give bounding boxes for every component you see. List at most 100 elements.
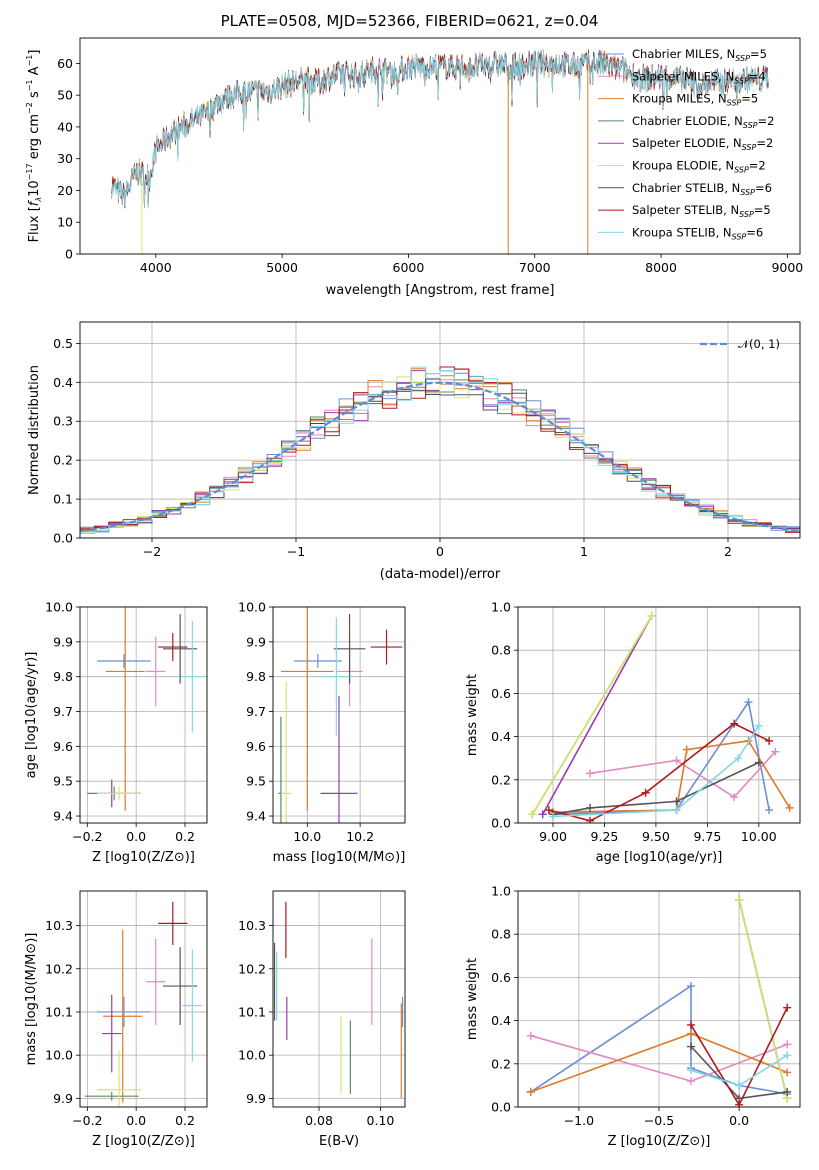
tick-label-y: 9.6 xyxy=(53,739,73,754)
tick-label-y: 30 xyxy=(57,151,73,166)
weight-marker-kroupa_miles xyxy=(526,1087,535,1096)
weight-marker-salpeter_stelib xyxy=(641,788,650,797)
tick-label-y: 0.2 xyxy=(53,453,73,468)
y-axis-label: Normed distribution xyxy=(27,365,42,495)
plot-area-mass-vs-Z xyxy=(84,901,203,1107)
tick-label-y: 1.0 xyxy=(491,884,511,899)
x-axis-label: wavelength [Angstrom, rest frame] xyxy=(326,283,555,298)
tick-label-x: 0.08 xyxy=(305,1113,333,1128)
tick-label-y: 10.1 xyxy=(45,1004,73,1019)
spectrum-line-kroupa_stelib xyxy=(111,48,769,207)
y-axis-label: mass weight xyxy=(465,958,480,1040)
panel-residuals: −2 −1 0 1 2 0.0 0.1 0.2 0.3 0.4 0.5 𝒩(0, 1) (data-mo… xyxy=(27,321,801,582)
weight-marker-kroupa_stelib xyxy=(672,806,681,815)
weight-marker-salpeter_stelib xyxy=(783,1003,792,1012)
plot-area-massweight-vs-Z xyxy=(526,895,792,1107)
weight-marker-kroupa_stelib xyxy=(754,721,763,730)
y-axis-label: age [log10(age/yr)] xyxy=(24,652,39,779)
tick-label-x: 7000 xyxy=(519,260,551,275)
x-axis-label: age [log10(age/yr)] xyxy=(596,850,723,865)
weight-marker-salpeter_miles xyxy=(771,747,780,756)
plot-area-age-vs-mass xyxy=(278,607,403,823)
weight-line-kroupa_stelib xyxy=(552,725,760,818)
tick-label-x: 9.00 xyxy=(539,829,567,844)
weight-marker-kroupa_stelib xyxy=(548,812,557,821)
x-axis-label: Z [log10(Z/Z⊙)] xyxy=(608,1134,711,1149)
axes-frame xyxy=(272,606,406,824)
weight-marker-kroupa_elodie xyxy=(647,611,656,620)
weight-marker-salpeter_stelib xyxy=(730,719,739,728)
legend-label-chabrier_stelib: Chabrier STELIB, NSSP=6 xyxy=(632,181,772,197)
panel-massweight-vs-age: 9.00 9.25 9.50 9.75 10.00 0.0 0.2 0.4 0.6 0.8 1.0 a… xyxy=(465,600,801,865)
x-axis-label: (data-model)/error xyxy=(380,567,501,582)
axes-frame xyxy=(517,606,801,824)
plot-area-massweight-vs-age xyxy=(528,611,794,823)
panel-mass-vs-ebv: 0.08 0.10 9.9 10.0 10.1 10.2 10.3 E(B-V) xyxy=(238,890,406,1149)
tick-label-y: 10.1 xyxy=(238,1004,266,1019)
tick-label-y: 1.0 xyxy=(491,600,511,615)
tick-label-x: 9.50 xyxy=(642,829,670,844)
tick-label-y: 0 xyxy=(65,247,73,262)
tick-label-y: 10.0 xyxy=(238,600,266,615)
legend-label-salpeter_miles: Salpeter MILES, NSSP=4 xyxy=(632,69,766,85)
weight-marker-chabrier_miles xyxy=(687,982,696,991)
tick-label-y: 10.2 xyxy=(238,961,266,976)
y-axis-label: Flux [fλ10−17 erg cm−2 s−1 A−1] xyxy=(25,50,43,243)
tick-label-y: 0.2 xyxy=(491,1056,511,1071)
x-axis-label: mass [log10(M/M⊙)] xyxy=(273,850,406,865)
legend-label-gauss: 𝒩(0, 1) xyxy=(738,337,780,351)
tick-label-y: 0.8 xyxy=(491,643,511,658)
tick-label-y: 9.9 xyxy=(53,634,73,649)
weight-line-kroupa_elodie xyxy=(738,899,788,1099)
gaussian-curve xyxy=(80,381,800,533)
tick-label-y: 9.6 xyxy=(246,739,266,754)
tick-label-y: 0.8 xyxy=(491,927,511,942)
weight-line-salpeter_stelib xyxy=(548,722,770,822)
tick-label-y: 9.4 xyxy=(53,809,73,824)
weight-marker-chabrier_miles xyxy=(744,698,753,707)
tick-label-y: 0.3 xyxy=(53,414,73,429)
weight-marker-chabrier_stelib xyxy=(687,1042,696,1051)
tick-label-x: 0.10 xyxy=(367,1113,395,1128)
weight-line-kroupa_elodie xyxy=(531,615,653,815)
legend-label-chabrier_miles: Chabrier MILES, NSSP=5 xyxy=(632,47,767,63)
panel-spectrum: 4000 5000 6000 7000 8000 9000 0 10 20 30 40 50 60 Cha… xyxy=(25,37,803,298)
legend-label-chabrier_elodie: Chabrier ELODIE, NSSP=2 xyxy=(632,114,774,130)
weight-marker-salpeter_elodie xyxy=(538,810,547,819)
axes-frame xyxy=(79,890,208,1108)
x-axis-label: Z [log10(Z/Z⊙)] xyxy=(92,1134,195,1149)
weight-marker-kroupa_stelib xyxy=(734,754,743,763)
tick-label-x: 4000 xyxy=(140,260,172,275)
weight-marker-salpeter_stelib xyxy=(735,1100,744,1107)
panel-massweight-vs-Z: −1.0 −0.5 0.0 0.0 0.2 0.4 0.6 0.8 1.0 Z [log10(Z/… xyxy=(465,884,801,1149)
tick-label-x: 0.0 xyxy=(126,829,146,844)
tick-label-x: 10.0 xyxy=(293,829,321,844)
tick-label-x: 0 xyxy=(436,544,444,559)
tick-label-y: 9.5 xyxy=(53,774,73,789)
tick-label-y: 9.9 xyxy=(53,1091,73,1106)
weight-marker-salpeter_miles xyxy=(672,756,681,765)
tick-label-y: 9.7 xyxy=(246,704,266,719)
weight-marker-chabrier_stelib xyxy=(586,803,595,812)
legend-label-kroupa_elodie: Kroupa ELODIE, NSSP=2 xyxy=(632,159,766,175)
tick-label-x: 0.2 xyxy=(175,829,195,844)
tick-label-x: 10.00 xyxy=(741,829,777,844)
tick-label-y: 10.2 xyxy=(45,961,73,976)
weight-marker-salpeter_stelib xyxy=(765,736,774,745)
tick-label-y: 0.6 xyxy=(491,970,511,985)
legend-label-kroupa_miles: Kroupa MILES, NSSP=5 xyxy=(632,92,758,108)
axes-frame xyxy=(79,37,801,255)
tick-label-y: 0.5 xyxy=(53,336,73,351)
tick-label-x: 5000 xyxy=(266,260,298,275)
weight-marker-salpeter_miles xyxy=(586,769,595,778)
weight-marker-kroupa_miles xyxy=(682,745,691,754)
panel-mass-vs-Z: −0.2 0.0 0.2 9.9 10.0 10.1 10.2 10.3 Z [log10(Z/… xyxy=(24,890,208,1149)
axes-frame xyxy=(272,890,406,1108)
tick-label-y: 0.0 xyxy=(53,531,73,546)
tick-label-y: 9.8 xyxy=(246,669,266,684)
tick-label-y: 40 xyxy=(57,119,73,134)
tick-label-x: −1 xyxy=(287,544,305,559)
weight-marker-salpeter_stelib xyxy=(544,806,553,815)
tick-label-x: −2 xyxy=(143,544,161,559)
tick-label-y: 0.4 xyxy=(53,375,73,390)
